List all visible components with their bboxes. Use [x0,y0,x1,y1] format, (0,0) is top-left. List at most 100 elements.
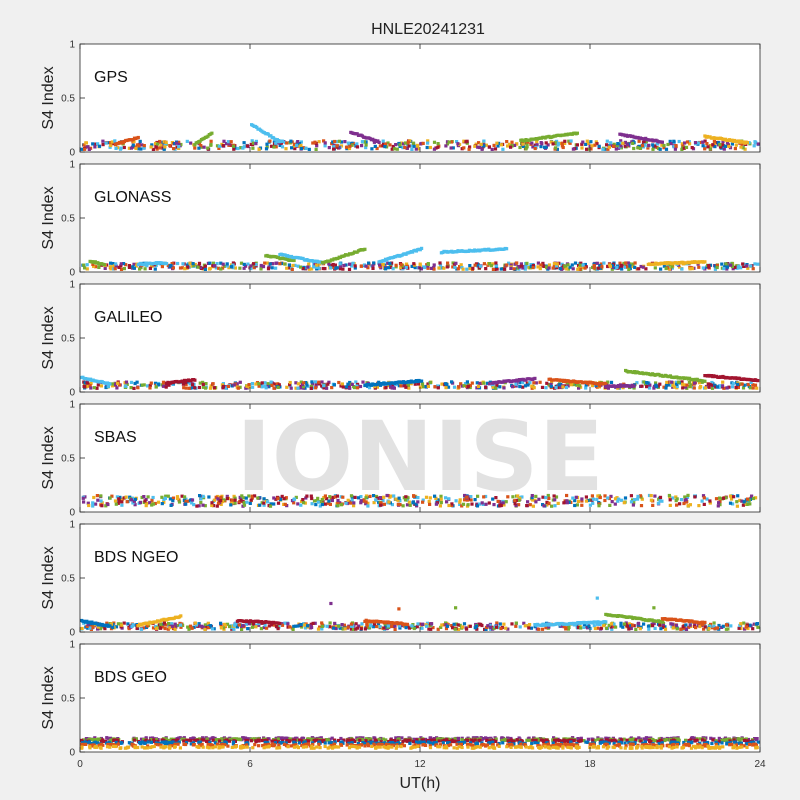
data-point [751,267,755,271]
data-point [437,498,441,502]
data-point [301,385,305,389]
panel-label: BDS NGEO [94,549,178,566]
data-point [746,382,750,387]
data-point [345,740,349,744]
data-point [745,141,749,145]
data-point [381,498,385,503]
data-point [417,382,421,386]
data-point [478,264,483,268]
data-point [268,139,272,143]
data-point [109,261,113,265]
data-point [558,267,562,271]
data-point [390,503,394,507]
data-point [309,494,313,498]
data-point [177,140,181,144]
data-point [461,625,465,629]
data-point [455,740,459,744]
data-point [355,384,359,388]
data-point [222,498,226,502]
data-point [348,262,352,266]
data-point [514,498,518,502]
data-point [683,495,687,499]
data-point [88,626,92,630]
data-point [304,381,308,385]
data-point [176,261,180,266]
data-point [233,496,237,500]
data-point [433,385,437,389]
data-point [741,146,745,150]
data-point [756,379,760,383]
data-point [200,738,204,742]
data-point [289,139,293,143]
data-point [451,626,455,630]
data-point [318,262,322,266]
data-point [702,502,706,506]
data-point [265,145,269,149]
data-point [547,266,551,270]
data-point [465,498,469,502]
data-point [320,497,324,502]
data-point [337,626,341,630]
data-point [428,502,432,506]
data-point [451,146,455,150]
data-point [596,494,600,498]
data-point [748,623,752,627]
data-point [725,267,729,271]
data-point [725,738,729,742]
data-point [553,739,557,743]
data-point [187,627,191,631]
data-point [565,501,569,505]
data-point [633,261,637,265]
data-point [524,265,528,269]
data-point [407,144,411,148]
data-point [575,143,579,147]
data-point [376,622,381,626]
data-point [739,266,743,270]
data-point [460,738,464,742]
data-point [181,382,185,386]
data-point [426,384,430,388]
data-point [684,627,689,631]
data-point [288,266,292,270]
data-point [573,503,577,508]
data-point [251,146,255,150]
data-point [547,496,551,500]
data-point [519,264,523,268]
data-point [531,266,535,270]
data-point [182,386,186,390]
data-point [629,626,633,631]
data-point [411,740,415,744]
data-point [322,738,326,743]
data-point [541,495,545,499]
data-point [379,740,383,744]
data-point [246,262,250,266]
data-point [461,267,465,271]
data-point [637,621,641,625]
data-point [386,624,391,628]
data-point [654,381,658,385]
data-point [332,147,336,151]
data-point [86,145,90,149]
data-point [99,499,103,503]
data-point [242,496,246,500]
data-point [660,620,664,624]
data-point [517,265,521,269]
data-point [713,627,717,631]
data-point [436,737,440,741]
data-point [584,142,588,146]
data-point [122,262,126,266]
data-point [484,143,488,147]
data-point [132,499,136,503]
data-point [756,262,760,266]
data-point [248,501,252,505]
data-point [349,622,354,626]
data-point [514,382,518,386]
data-point [315,265,319,269]
data-point [475,736,479,740]
data-point [264,386,268,390]
data-point [627,627,631,631]
data-point [700,499,704,503]
data-point [693,495,697,499]
data-point [733,147,737,151]
data-point [413,266,417,270]
